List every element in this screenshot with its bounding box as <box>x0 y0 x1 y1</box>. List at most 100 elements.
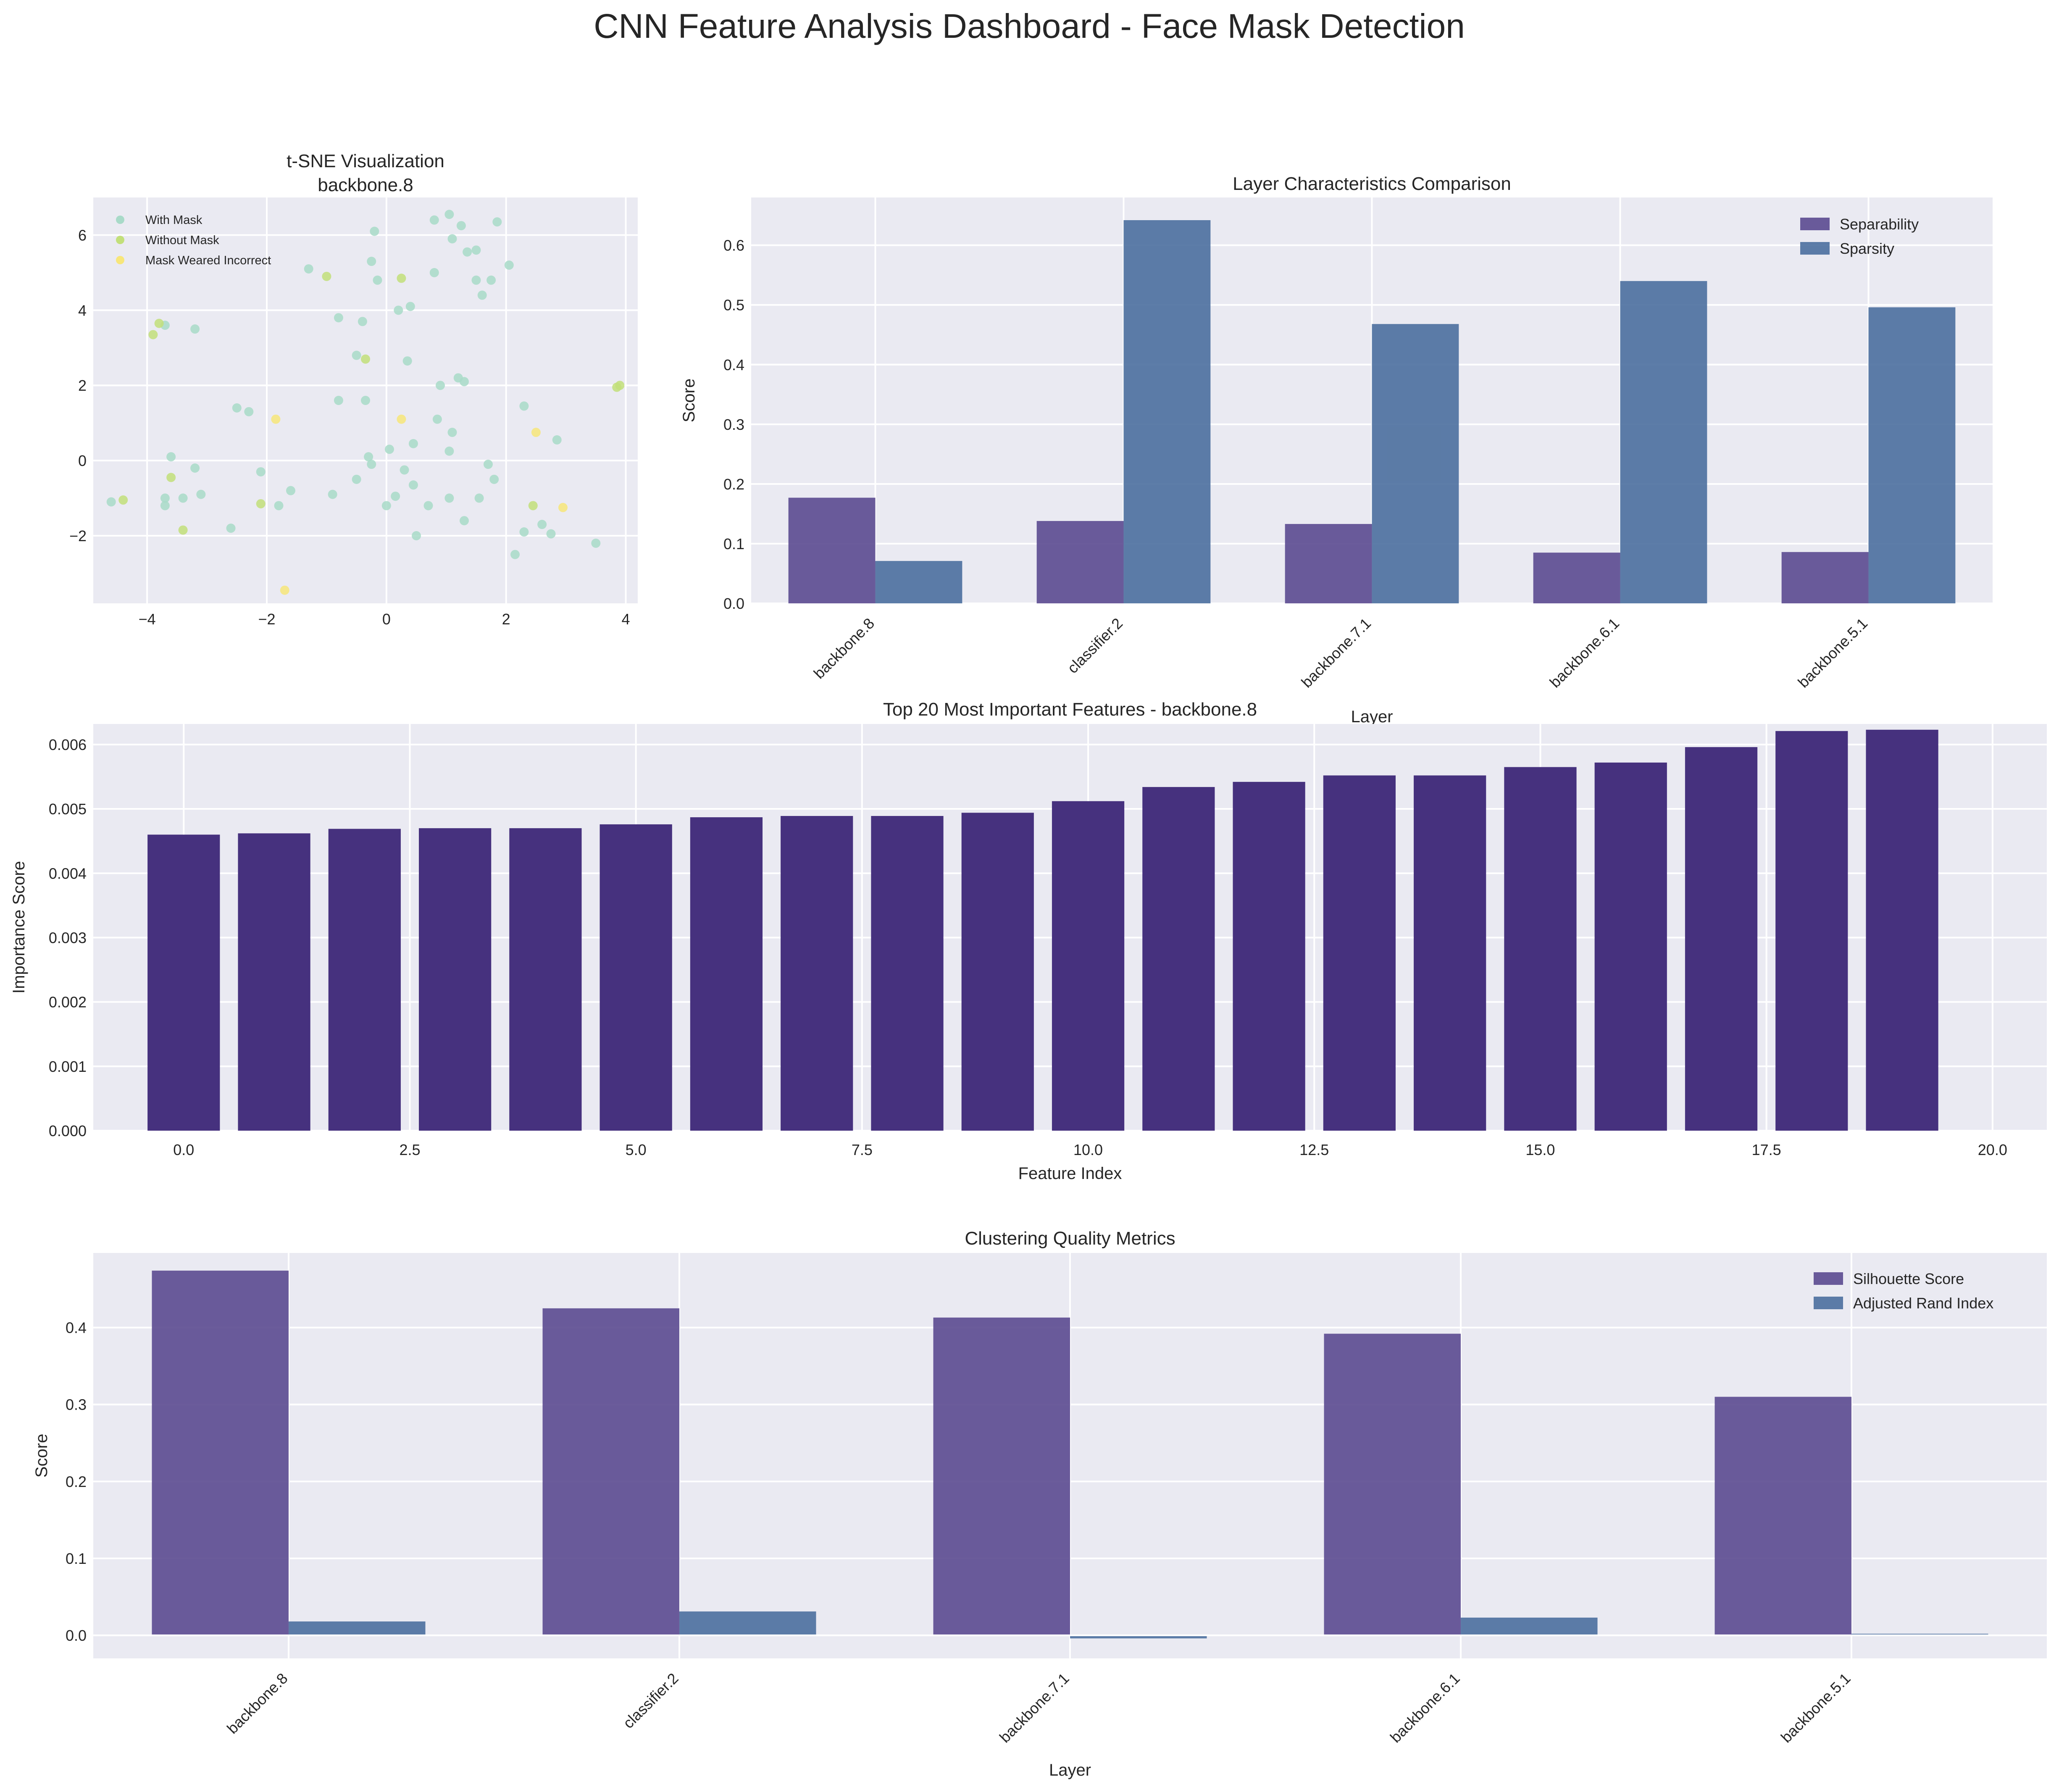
tsne-point <box>178 525 188 535</box>
importance-x-tick-label: 12.5 <box>1299 1141 1329 1158</box>
importance-y-tick-label: 0.000 <box>49 1122 87 1139</box>
clustering-y-axis-label: Score <box>32 1434 51 1478</box>
tsne-point <box>459 516 469 526</box>
importance-bar <box>328 829 401 1131</box>
clustering-legend-swatch <box>1814 1272 1843 1285</box>
tsne-point <box>361 354 370 364</box>
layers-y-tick-label: 0.2 <box>723 476 744 493</box>
importance-bar <box>1142 787 1215 1131</box>
tsne-point <box>471 275 481 285</box>
clustering-x-tick-label: backbone.5.1 <box>1778 1670 1854 1746</box>
tsne-point <box>373 275 382 285</box>
importance-x-tick-label: 20.0 <box>1978 1141 2007 1158</box>
layers-bar <box>1868 307 1956 603</box>
importance-bar <box>1414 775 1486 1131</box>
tsne-point <box>400 465 409 475</box>
layers-legend-swatch <box>1800 218 1830 230</box>
importance-x-tick-label: 0.0 <box>173 1141 194 1158</box>
tsne-point <box>504 261 514 270</box>
layers-y-tick-label: 0.4 <box>723 356 744 374</box>
tsne-point <box>558 503 568 512</box>
tsne-point <box>166 452 176 462</box>
tsne-point <box>166 473 176 482</box>
importance-y-tick-label: 0.003 <box>49 929 87 947</box>
tsne-point <box>463 247 472 257</box>
tsne-title: t-SNE Visualization <box>287 151 444 171</box>
tsne-point <box>256 499 266 508</box>
layers-bar <box>788 497 876 603</box>
tsne-point <box>370 226 379 236</box>
tsne-legend-label: Without Mask <box>145 234 219 247</box>
tsne-x-tick-label: 2 <box>502 610 510 628</box>
tsne-point <box>384 445 394 454</box>
tsne-point <box>274 501 284 510</box>
tsne-point <box>531 428 541 437</box>
importance-bar <box>147 834 220 1131</box>
importance-bar <box>1594 762 1667 1131</box>
tsne-legend-label: With Mask <box>145 213 202 227</box>
tsne-legend-marker <box>116 216 124 224</box>
clustering-legend-label: Adjusted Rand Index <box>1853 1295 1993 1312</box>
clustering-x-axis-label: Layer <box>1049 1761 1091 1779</box>
clustering-y-tick-label: 0.0 <box>66 1627 87 1644</box>
importance-bar <box>238 833 310 1131</box>
tsne-point <box>244 407 254 416</box>
layers-legend-swatch <box>1800 242 1830 255</box>
clustering-x-tick-label: backbone.6.1 <box>1387 1670 1463 1746</box>
importance-x-tick-label: 10.0 <box>1073 1141 1103 1158</box>
importance-y-tick-label: 0.002 <box>49 994 87 1011</box>
tsne-y-tick-label: 6 <box>78 226 87 244</box>
tsne-point <box>178 493 188 503</box>
tsne-y-tick-label: −2 <box>69 527 87 545</box>
layers-y-tick-label: 0.3 <box>723 416 744 433</box>
clustering-bar <box>1715 1397 1851 1636</box>
clustering-title: Clustering Quality Metrics <box>965 1228 1175 1249</box>
tsne-point <box>444 493 454 503</box>
importance-bar <box>1775 731 1848 1131</box>
tsne-point <box>447 234 457 244</box>
importance-bar <box>600 824 672 1131</box>
tsne-point <box>456 221 466 231</box>
tsne-point <box>196 489 206 499</box>
tsne-point <box>352 350 361 360</box>
clustering-y-tick-label: 0.3 <box>66 1396 87 1413</box>
tsne-point <box>436 381 445 390</box>
tsne-point <box>391 492 400 501</box>
tsne-legend-marker <box>116 256 124 264</box>
tsne-point <box>477 290 487 300</box>
tsne-point <box>519 527 529 537</box>
tsne-point <box>459 377 469 387</box>
tsne-x-tick-label: 0 <box>382 610 391 628</box>
tsne-point <box>552 435 562 445</box>
clustering-bar <box>933 1317 1070 1636</box>
clustering-y-tick-label: 0.4 <box>66 1319 87 1337</box>
clustering-x-tick-label: backbone.7.1 <box>996 1670 1073 1746</box>
clustering-bar <box>152 1271 289 1636</box>
tsne-point <box>106 497 116 507</box>
tsne-point <box>432 414 442 424</box>
layers-bar <box>875 561 962 603</box>
layers-y-tick-label: 0.5 <box>723 297 744 314</box>
clustering-metrics-panel: 0.0 0.1 0.2 0.3 0.4 backbone.8 classifier.2 bac… <box>32 1228 2047 1779</box>
tsne-point <box>286 486 295 495</box>
tsne-point <box>232 403 242 413</box>
importance-y-tick-label: 0.001 <box>49 1058 87 1075</box>
tsne-point <box>367 460 376 469</box>
tsne-point <box>394 305 403 315</box>
tsne-y-tick-label: 4 <box>78 302 87 319</box>
tsne-scatter-panel: −4 −2 0 2 4 −2 0 2 4 6 t-SNE Visualization backbone… <box>69 151 638 628</box>
tsne-point <box>352 474 361 484</box>
layers-x-tick-label: backbone.5.1 <box>1794 615 1871 691</box>
tsne-point <box>397 414 406 424</box>
tsne-x-tick-label: 4 <box>622 610 630 628</box>
tsne-point <box>280 585 289 595</box>
tsne-point <box>537 520 547 529</box>
tsne-point <box>444 446 454 456</box>
layers-bar <box>1620 281 1707 603</box>
importance-y-tick-label: 0.004 <box>49 865 87 882</box>
tsne-point <box>328 489 337 499</box>
tsne-point <box>160 493 170 503</box>
layers-x-axis-label: Layer <box>1351 708 1393 726</box>
tsne-point <box>381 501 391 510</box>
tsne-point <box>402 356 412 366</box>
